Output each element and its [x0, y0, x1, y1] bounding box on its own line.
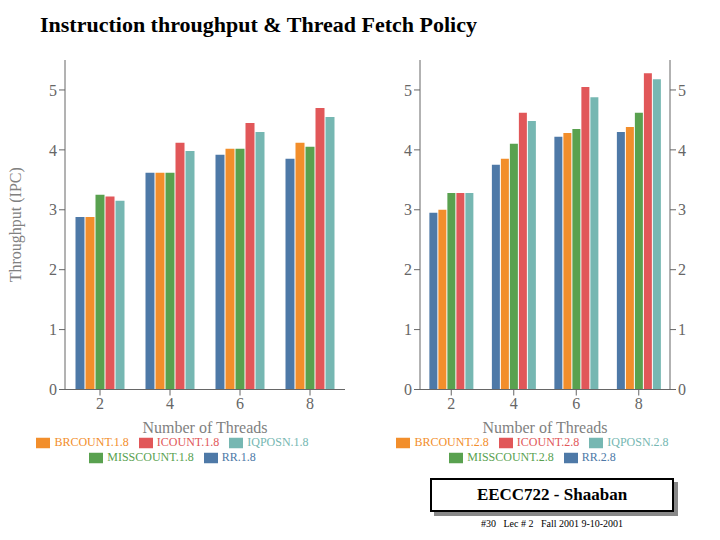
svg-text:6: 6	[572, 395, 580, 412]
svg-text:2: 2	[447, 395, 455, 412]
svg-text:Throughput (IPC): Throughput (IPC)	[8, 167, 25, 282]
svg-text:4: 4	[404, 142, 412, 159]
html-text:IQPOSN.2.8: IQPOSN.2.8	[607, 434, 669, 449]
html-text:ICOUNT.2.8: ICOUNT.2.8	[516, 434, 580, 449]
html-text:RR.1.8: RR.1.8	[221, 449, 256, 464]
html-text:#30 Lec # 2 Fall 2001 9-10-200: #30 Lec # 2 Fall 2001 9-10-2001	[480, 518, 624, 529]
html-text:MISSCOUNT.2.8: MISSCOUNT.2.8	[467, 449, 554, 464]
svg-text:2: 2	[678, 261, 686, 278]
html-text:RR.2.8: RR.2.8	[581, 449, 616, 464]
html-text:BRCOUNT.2.8: BRCOUNT.2.8	[414, 434, 489, 449]
svg-text:8: 8	[306, 395, 314, 412]
svg-text:1: 1	[404, 321, 412, 338]
svg-text:2: 2	[49, 261, 57, 278]
svg-text:3: 3	[404, 201, 412, 218]
svg-text:0: 0	[404, 381, 412, 398]
svg-text:4: 4	[49, 142, 57, 159]
svg-text:4: 4	[510, 395, 518, 412]
svg-text:4: 4	[678, 142, 686, 159]
html-text:MISSCOUNT.1.8: MISSCOUNT.1.8	[107, 449, 194, 464]
html-text:Instruction throughput & Threa: Instruction throughput & Thread Fetch Po…	[40, 12, 477, 37]
svg-text:8: 8	[635, 395, 643, 412]
svg-text:6: 6	[236, 395, 244, 412]
html-text:IQPOSN.1.8: IQPOSN.1.8	[247, 434, 309, 449]
svg-text:3: 3	[49, 201, 57, 218]
svg-text:Number of Threads: Number of Threads	[483, 419, 608, 436]
svg-text:Number of Threads: Number of Threads	[143, 419, 268, 436]
svg-text:3: 3	[678, 201, 686, 218]
svg-text:1: 1	[49, 321, 57, 338]
svg-text:4: 4	[166, 395, 174, 412]
svg-text:5: 5	[404, 82, 412, 99]
html-text:EECC722 - Shaaban: EECC722 - Shaaban	[476, 485, 628, 504]
svg-text:2: 2	[96, 395, 104, 412]
svg-text:0: 0	[49, 381, 57, 398]
svg-text:2: 2	[404, 261, 412, 278]
html-text:BRCOUNT.1.8: BRCOUNT.1.8	[54, 434, 129, 449]
svg-text:5: 5	[49, 82, 57, 99]
svg-text:5: 5	[678, 82, 686, 99]
html-text:ICOUNT.1.8: ICOUNT.1.8	[156, 434, 220, 449]
svg-text:1: 1	[678, 321, 686, 338]
svg-text:0: 0	[678, 381, 686, 398]
